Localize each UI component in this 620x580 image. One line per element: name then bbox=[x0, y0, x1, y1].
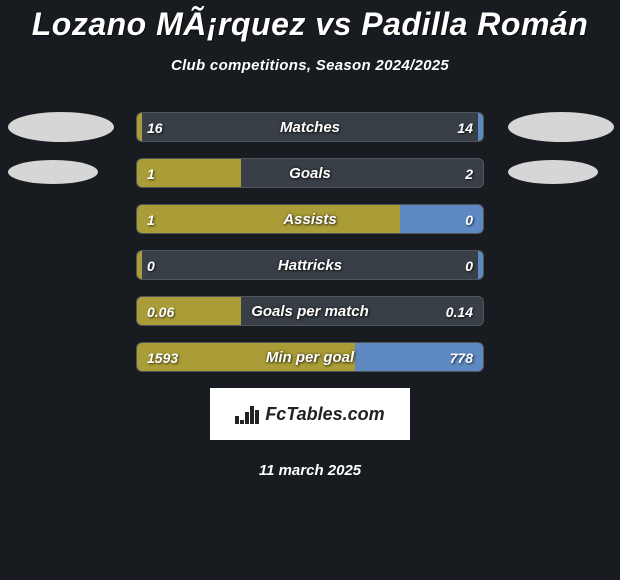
stat-value-left: 16 bbox=[147, 113, 163, 141]
subtitle: Club competitions, Season 2024/2025 bbox=[0, 57, 620, 74]
player-right-ellipse-1 bbox=[508, 160, 598, 184]
stat-value-right: 0.14 bbox=[446, 297, 473, 325]
player-left-ellipse-1 bbox=[8, 160, 98, 184]
player-right-ellipse-0 bbox=[508, 112, 614, 142]
stat-value-right: 0 bbox=[465, 251, 473, 279]
logo-text: FcTables.com bbox=[265, 404, 384, 425]
stat-label: Goals bbox=[137, 159, 483, 187]
stat-label: Goals per match bbox=[137, 297, 483, 325]
stat-value-left: 1593 bbox=[147, 343, 178, 371]
stat-value-right: 2 bbox=[465, 159, 473, 187]
date-text: 11 march 2025 bbox=[0, 462, 620, 479]
stat-value-right: 14 bbox=[457, 113, 473, 141]
stat-value-right: 0 bbox=[465, 205, 473, 233]
comparison-chart: Matches1614Goals12Assists10Hattricks00Go… bbox=[0, 112, 620, 372]
logo-bars-icon bbox=[235, 404, 259, 424]
page-title: Lozano MÃ¡rquez vs Padilla Román bbox=[0, 0, 620, 43]
stat-label: Matches bbox=[137, 113, 483, 141]
player-left-ellipse-0 bbox=[8, 112, 114, 142]
stat-value-left: 1 bbox=[147, 159, 155, 187]
stat-row-hattricks: Hattricks0 0 bbox=[136, 250, 484, 280]
stat-label: Assists bbox=[137, 205, 483, 233]
stat-row-min-per-goal: Min per goal1593 778 bbox=[136, 342, 484, 372]
stat-row-matches: Matches16 14 bbox=[136, 112, 484, 142]
stat-label: Hattricks bbox=[137, 251, 483, 279]
stat-value-left: 0 bbox=[147, 251, 155, 279]
stat-row-goals: Goals1 2 bbox=[136, 158, 484, 188]
stat-label: Min per goal bbox=[137, 343, 483, 371]
stat-value-right: 778 bbox=[450, 343, 473, 371]
fctables-logo: FcTables.com bbox=[210, 388, 410, 440]
stat-row-goals-per-match: Goals per match0.06 0.14 bbox=[136, 296, 484, 326]
stat-value-left: 0.06 bbox=[147, 297, 174, 325]
stat-row-assists: Assists1 0 bbox=[136, 204, 484, 234]
stat-value-left: 1 bbox=[147, 205, 155, 233]
